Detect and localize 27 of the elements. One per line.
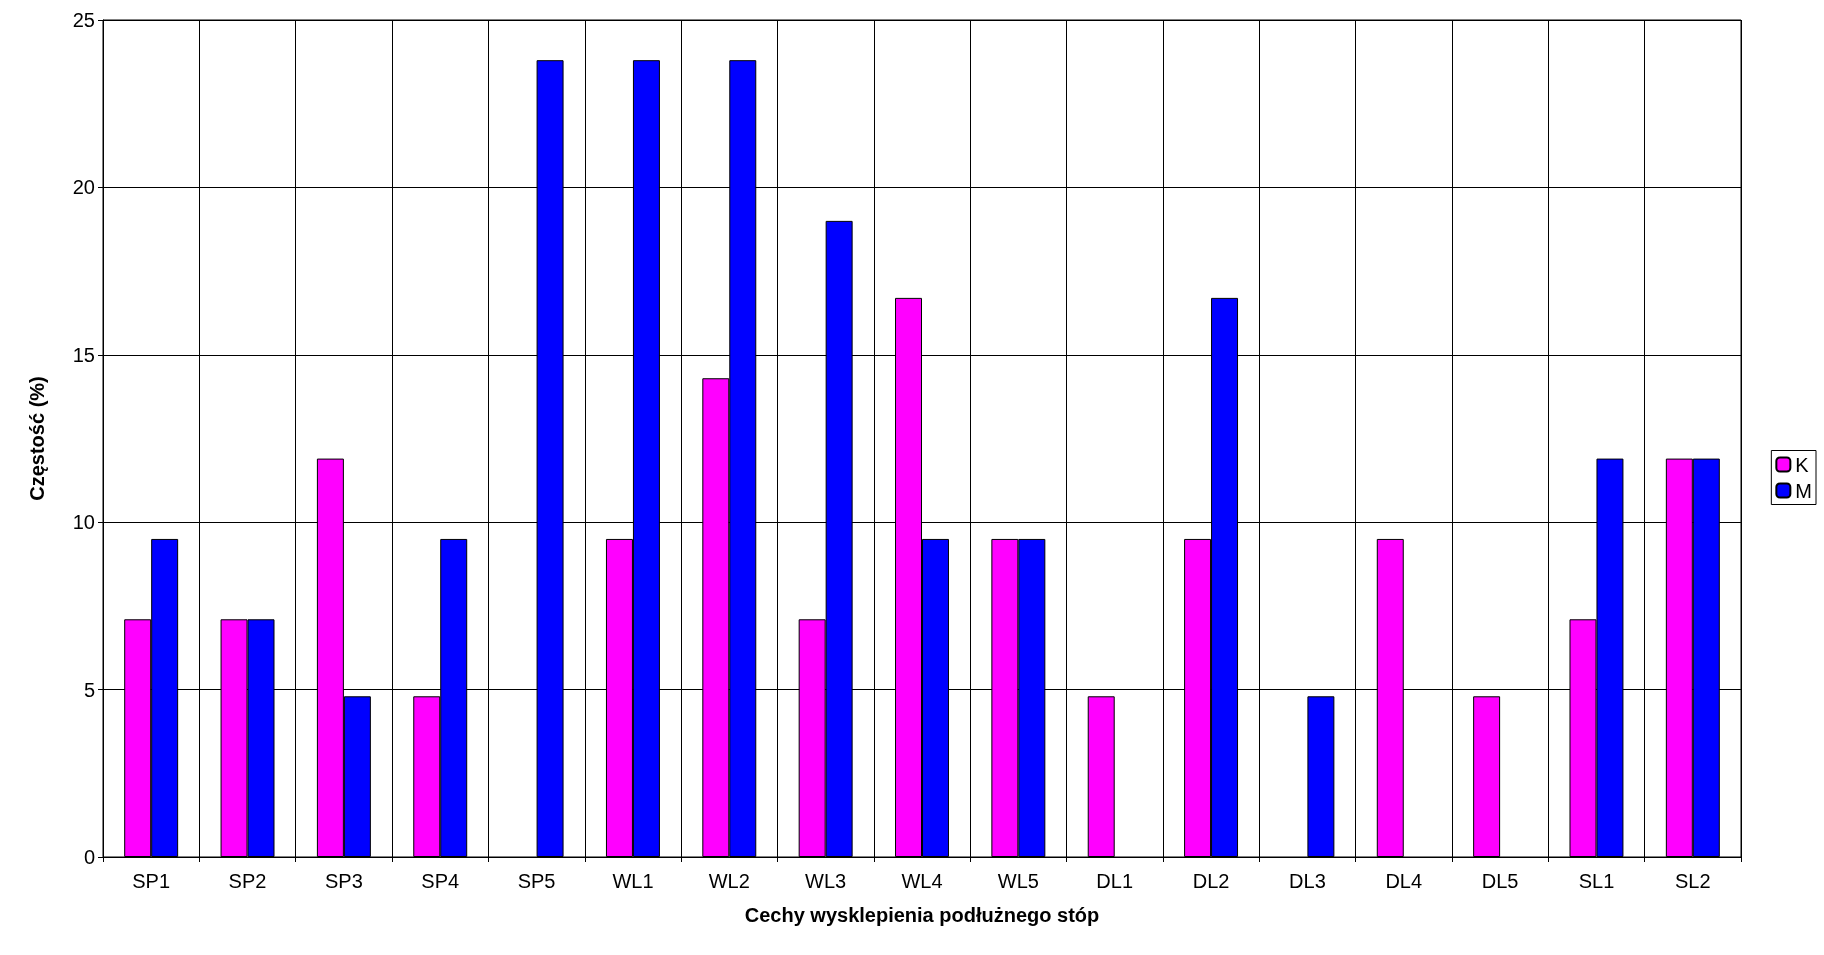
x-tick-label: WL5 xyxy=(997,870,1039,892)
x-tick-label: WL3 xyxy=(805,870,847,892)
x-tick-label: SP5 xyxy=(517,870,556,892)
x-tick-label: SP3 xyxy=(324,870,363,892)
x-tick-label: DL3 xyxy=(1289,870,1326,892)
y-axis-title: Częstość (%) xyxy=(26,376,48,501)
y-tick-label: 5 xyxy=(83,678,95,701)
x-axis-title: Cechy wysklepienia podłużnego stóp xyxy=(744,904,1100,926)
y-tick-label: 15 xyxy=(72,343,95,366)
x-tick-label: SL2 xyxy=(1675,870,1711,892)
y-tick-label: 25 xyxy=(72,9,95,31)
x-tick-label: DL4 xyxy=(1385,870,1423,892)
y-tick-label: 10 xyxy=(72,511,95,534)
x-tick-label: DL1 xyxy=(1096,870,1134,892)
x-tick-label: SP2 xyxy=(228,870,267,892)
x-tick-label: SP1 xyxy=(132,870,171,892)
y-tick-label: 0 xyxy=(83,846,95,868)
x-tick-label: WL2 xyxy=(708,870,750,892)
legend-label: K xyxy=(1795,453,1810,476)
y-tick-label: 20 xyxy=(72,176,95,199)
x-tick-label: SL1 xyxy=(1578,870,1615,892)
x-tick-label: WL4 xyxy=(901,870,943,892)
x-tick-label: WL1 xyxy=(612,870,654,892)
x-tick-label: DL5 xyxy=(1481,870,1519,892)
x-tick-label: SP4 xyxy=(421,870,460,892)
x-tick-label: DL2 xyxy=(1192,870,1230,892)
legend-label: M xyxy=(1795,479,1813,502)
